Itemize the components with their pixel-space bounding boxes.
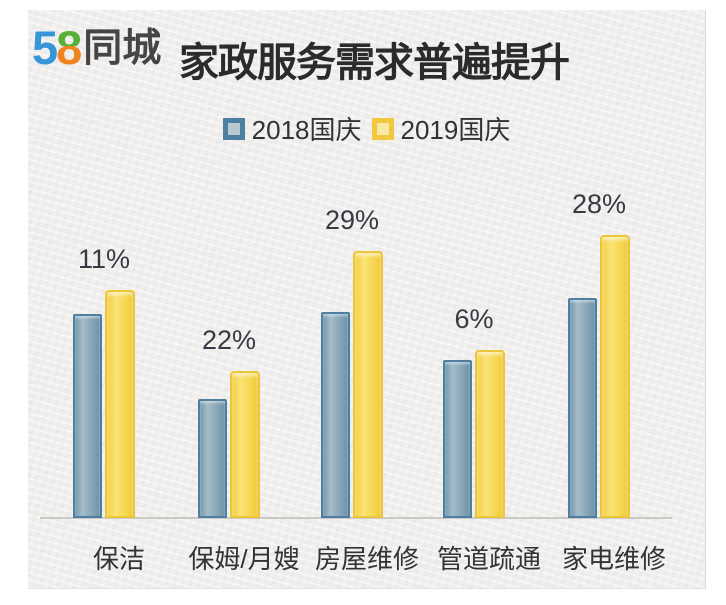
growth-label: 11% bbox=[77, 244, 131, 274]
bar-group-fangwu-weixiu: 29% 房屋维修 bbox=[315, 10, 419, 574]
bar-group-guandao-shutong: 6% 管道疏通 bbox=[437, 10, 541, 574]
bar-2018 bbox=[568, 298, 597, 518]
legend: 2018国庆 2019国庆 bbox=[28, 110, 705, 147]
category-label: 房屋维修 bbox=[314, 544, 420, 574]
bar-group-jiadian-weixiu: 28% 家电维修 bbox=[562, 10, 666, 574]
legend-label-2018: 2018国庆 bbox=[251, 115, 362, 145]
bar-2019 bbox=[353, 251, 383, 518]
logo-58tongcheng: 58同城 bbox=[32, 24, 161, 71]
bar-2018 bbox=[198, 399, 227, 518]
category-label: 保姆/月嫂 bbox=[188, 544, 300, 574]
legend-item-2018: 2018国庆 bbox=[222, 110, 362, 147]
category-label: 管道疏通 bbox=[436, 544, 542, 574]
growth-label: 22% bbox=[201, 325, 257, 355]
category-label: 保洁 bbox=[92, 544, 146, 574]
bar-2019 bbox=[475, 350, 505, 518]
chart-panel: 58同城 家政服务需求普遍提升 2018国庆 2019国庆 11% 保洁 22% bbox=[28, 10, 706, 589]
bar-2019 bbox=[105, 290, 135, 518]
plot-area: 11% 保洁 22% 保姆/月嫂 29% 房屋维修 6% 管 bbox=[40, 10, 672, 574]
bar-2019 bbox=[230, 371, 260, 518]
bar-group-baojie: 11% 保洁 bbox=[73, 10, 145, 574]
growth-label: 28% bbox=[571, 189, 627, 219]
chart-title: 家政服务需求普遍提升 bbox=[179, 41, 570, 85]
bar-2018 bbox=[443, 360, 472, 518]
logo-digit-5: 5 bbox=[32, 21, 58, 74]
growth-label: 6% bbox=[454, 304, 494, 334]
logo-text: 同城 bbox=[83, 27, 162, 70]
bar-2018 bbox=[321, 312, 350, 518]
logo-digit-8: 8 bbox=[56, 21, 82, 74]
growth-label: 29% bbox=[324, 205, 380, 235]
bar-2019 bbox=[600, 235, 630, 518]
bar-2018 bbox=[73, 314, 102, 518]
category-label: 家电维修 bbox=[561, 544, 667, 574]
legend-swatch-2018 bbox=[222, 117, 245, 140]
bar-group-baomu-yuesao: 22% 保姆/月嫂 bbox=[188, 10, 299, 574]
legend-label-2019: 2019国庆 bbox=[400, 115, 511, 145]
legend-swatch-2019 bbox=[371, 117, 394, 140]
legend-item-2019: 2019国庆 bbox=[371, 110, 511, 147]
